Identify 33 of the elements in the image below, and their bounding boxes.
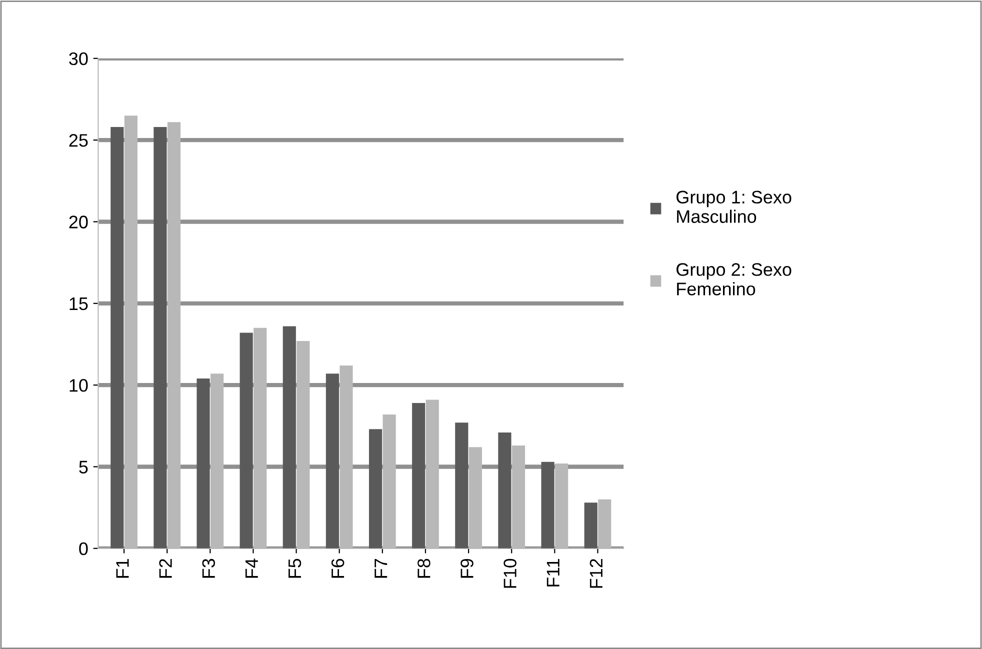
x-tick-label: F5: [288, 558, 302, 578]
x-tick-label: F1: [116, 559, 129, 578]
y-tick-label: 10: [70, 379, 88, 392]
bar: [282, 326, 296, 548]
bar: [412, 403, 426, 548]
y-tick-label: 25: [69, 134, 88, 147]
x-tick-label: F11: [546, 559, 560, 586]
x-tick-label: F8: [418, 558, 430, 578]
x-tick-label: F10: [504, 558, 516, 588]
x-tick-label: F6: [331, 558, 344, 578]
y-tick-label: 20: [69, 216, 88, 228]
x-tick-label: F4: [245, 558, 258, 578]
x-tick-label: F7: [374, 559, 388, 578]
bar: [455, 422, 468, 548]
legend-label: Grupo 2: Sexo Femenino: [676, 263, 792, 296]
x-tick-label: F9: [460, 558, 474, 578]
bar: [196, 378, 210, 548]
bar: [498, 432, 512, 548]
x-tick-label: F12: [590, 559, 602, 588]
y-tick-label: 15: [70, 298, 88, 310]
bar: [584, 502, 598, 548]
y-tick-label: 0: [79, 542, 88, 556]
bar: [110, 127, 124, 548]
bar: [541, 462, 554, 548]
x-tick-label: F3: [202, 558, 216, 578]
x-tick-label: F2: [159, 559, 172, 578]
bar: [368, 429, 382, 548]
bar: [154, 127, 167, 548]
legend-label: Grupo 1: Sexo Masculino: [676, 190, 792, 223]
bar: [326, 374, 340, 548]
y-tick-label: 30: [69, 52, 88, 66]
y-tick-label: 5: [79, 460, 88, 474]
bar: [240, 332, 253, 548]
